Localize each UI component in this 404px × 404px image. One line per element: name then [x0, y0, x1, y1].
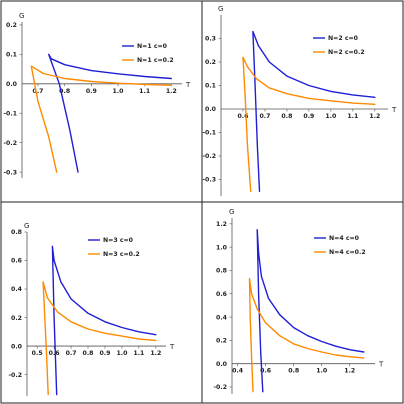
x-tick-label: 0.7	[66, 350, 77, 357]
y-tick-label: 0.2	[216, 338, 227, 345]
y-tick-label: 0.3	[205, 36, 216, 43]
series-line-c0	[256, 229, 365, 393]
y-tick-label: 0.6	[11, 258, 22, 265]
x-tick-label: 1.0	[116, 350, 128, 357]
x-tick-label: 1.1	[133, 350, 144, 357]
x-tick-label: 0.6	[49, 350, 60, 357]
y-axis-label: G	[218, 5, 223, 13]
x-tick-label: 0.8	[288, 368, 299, 375]
x-tick-label: 1.2	[150, 350, 161, 357]
x-axis-label: T	[391, 106, 397, 114]
legend-label: N=3 c=0	[103, 237, 134, 244]
y-tick-label: 0.4	[216, 314, 228, 321]
x-tick-label: 0.5	[32, 350, 43, 357]
chart-panel-3: T G 0.5 0.6 0.7 0.8 0.9 1.0 1.1 1.2 -0.2 0.2 0.4 0.6 0…	[0, 201, 203, 404]
panel-frame	[0, 0, 203, 203]
series-line-c0	[48, 53, 172, 173]
x-tick-label: 0.7	[33, 88, 44, 95]
legend-label: N=2 c=0.2	[328, 49, 365, 56]
y-axis-label: G	[24, 222, 29, 230]
x-tick-label: 1.1	[347, 113, 358, 120]
y-tick-label: 1.2	[216, 221, 227, 228]
series-line-c0	[252, 30, 376, 192]
x-tick-label: 1.1	[139, 88, 150, 95]
x-tick-label: 1.2	[344, 368, 355, 375]
y-tick-label: 1.0	[216, 244, 228, 251]
y-axis-label: G	[229, 208, 234, 216]
chart-panel-1: T G 0.7 0.8 0.9 1.0 1.1 1.2 -0.3 -0.2 -0.1 0.1 0.2 0.…	[0, 0, 203, 203]
series-line-c02	[242, 56, 376, 192]
x-tick-label: 1.2	[369, 113, 380, 120]
y-tick-label: -0.3	[3, 169, 17, 176]
x-tick-label: 0.9	[86, 88, 97, 95]
y-tick-label: -0.1	[3, 110, 17, 117]
panel-frame	[0, 201, 203, 404]
y-axis-label: G	[19, 12, 24, 20]
panel-frame	[201, 201, 404, 404]
y-tick-label: -0.2	[8, 372, 22, 379]
y-tick-label: 0.6	[216, 291, 227, 298]
y-tick-label: 0.8	[11, 229, 22, 236]
x-tick-label: 0.9	[99, 350, 110, 357]
x-axis-label: T	[378, 361, 384, 369]
y-tick-label: 0.1	[205, 83, 216, 90]
x-axis-label: T	[169, 343, 175, 351]
series-line-c0	[51, 245, 157, 396]
x-tick-label: 0.4	[232, 368, 244, 375]
panel-frame	[201, 0, 404, 203]
series-line-c02	[248, 277, 365, 393]
x-axis-label: T	[185, 81, 191, 89]
y-zero-label: 0.0	[11, 343, 23, 350]
x-tick-label: 1.2	[166, 88, 177, 95]
legend-label: N=2 c=0	[328, 35, 359, 42]
legend-label: N=4 c=0	[329, 235, 360, 242]
y-tick-label: -0.2	[3, 140, 17, 147]
y-tick-label: -0.1	[202, 130, 216, 137]
series-line-c02	[42, 281, 157, 396]
x-tick-label: 0.8	[83, 350, 94, 357]
legend-label: N=1 c=0	[137, 43, 168, 50]
y-zero-label: 0.0	[205, 106, 217, 113]
x-tick-label: 0.8	[281, 113, 292, 120]
y-tick-label: 0.4	[11, 286, 23, 293]
y-tick-label: 0.2	[205, 59, 216, 66]
chart-panel-4: T G 0.4 0.6 0.8 1.0 1.2 -0.2 0.2 0.4 0.6 0.8 1.0 1.2 0…	[201, 201, 404, 404]
y-zero-label: 0.0	[6, 81, 18, 88]
y-tick-label: -0.2	[213, 384, 227, 391]
y-tick-label: 0.2	[6, 22, 17, 29]
legend-label: N=3 c=0.2	[103, 251, 140, 258]
y-tick-label: -0.2	[202, 153, 216, 160]
x-tick-label: 0.6	[260, 368, 271, 375]
x-tick-label: 0.7	[259, 113, 270, 120]
legend-label: N=1 c=0.2	[137, 57, 174, 64]
chart-panel-2: T G 0.6 0.7 0.8 0.9 1.0 1.1 1.2 -0.3 -0.2 -0.1 0.1 0.…	[201, 0, 404, 203]
series-line-c02	[30, 65, 172, 173]
x-tick-label: 0.9	[303, 113, 314, 120]
y-tick-label: 0.2	[11, 315, 22, 322]
y-tick-label: -0.3	[202, 177, 216, 184]
y-zero-label: 0.0	[216, 361, 228, 368]
legend-label: N=4 c=0.2	[329, 249, 366, 256]
x-tick-label: 0.8	[59, 88, 70, 95]
x-tick-label: 1.0	[113, 88, 125, 95]
y-tick-label: 0.8	[216, 268, 227, 275]
x-tick-label: 1.0	[325, 113, 337, 120]
x-tick-label: 0.6	[237, 113, 248, 120]
x-tick-label: 1.0	[316, 368, 328, 375]
y-tick-label: 0.1	[6, 52, 17, 59]
